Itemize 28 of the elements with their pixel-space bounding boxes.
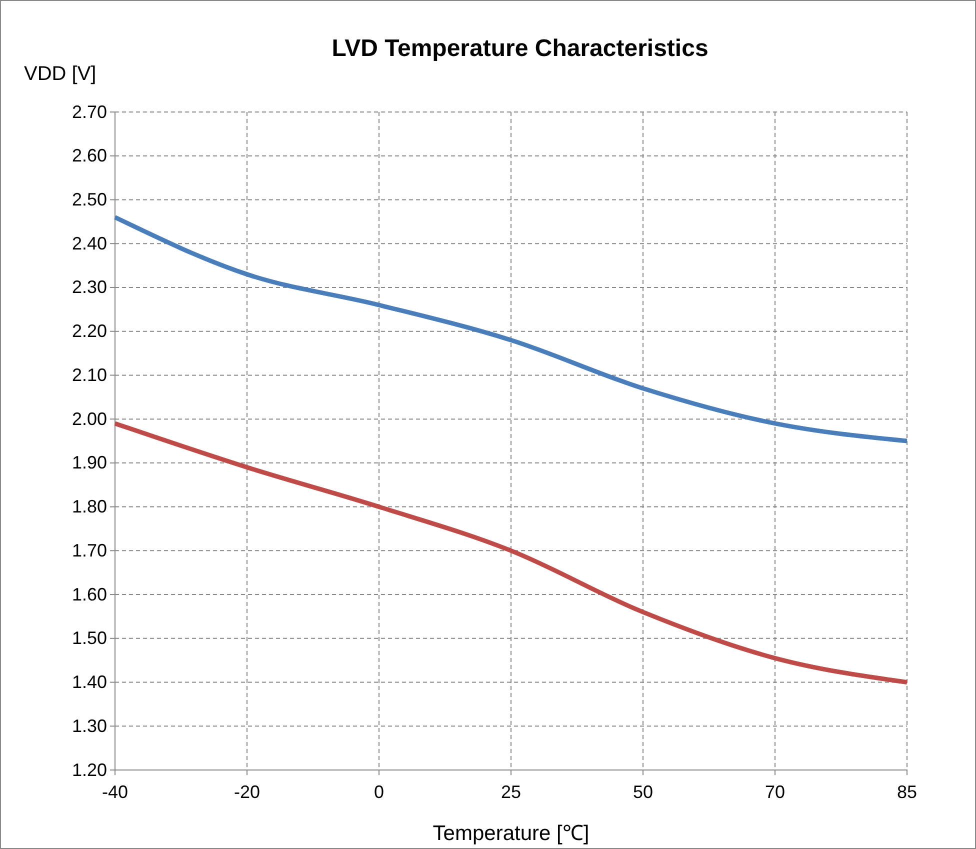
y-tick-label: 1.70 [72, 540, 107, 560]
y-tick-label: 2.50 [72, 189, 107, 210]
y-axis-title: VDD [V] [24, 63, 96, 85]
x-tick-label: 85 [896, 782, 918, 802]
y-tick-label: 1.40 [72, 672, 107, 692]
y-tick-label: 1.30 [72, 716, 107, 736]
y-tick-label: 2.10 [72, 364, 107, 385]
chart-title: LVD Temperature Characteristics [332, 35, 708, 62]
line-series [112, 421, 910, 685]
x-tick-label: 50 [632, 782, 654, 802]
y-tick-label: 2.00 [72, 408, 107, 429]
y-tick-label: 2.70 [72, 102, 107, 122]
y-tick-label: 2.40 [72, 233, 107, 254]
x-tick-label: -40 [102, 782, 128, 802]
y-tick-label: 1.50 [72, 628, 107, 648]
y-tick-label: 2.20 [72, 321, 107, 342]
x-tick-label: 0 [374, 782, 384, 802]
y-tick-label: 1.80 [72, 496, 107, 517]
x-tick-label: -20 [234, 782, 260, 802]
x-tick-label: 70 [764, 782, 786, 802]
y-tick-label: 1.20 [72, 760, 107, 780]
y-tick-label: 2.30 [72, 277, 107, 298]
x-tick-label: 25 [500, 782, 522, 802]
line-series [112, 215, 910, 444]
x-axis-title: Temperature [℃] [432, 822, 590, 845]
y-tick-label: 1.90 [72, 452, 107, 473]
y-tick-label: 2.60 [72, 146, 107, 166]
y-tick-label: 1.60 [72, 584, 107, 604]
